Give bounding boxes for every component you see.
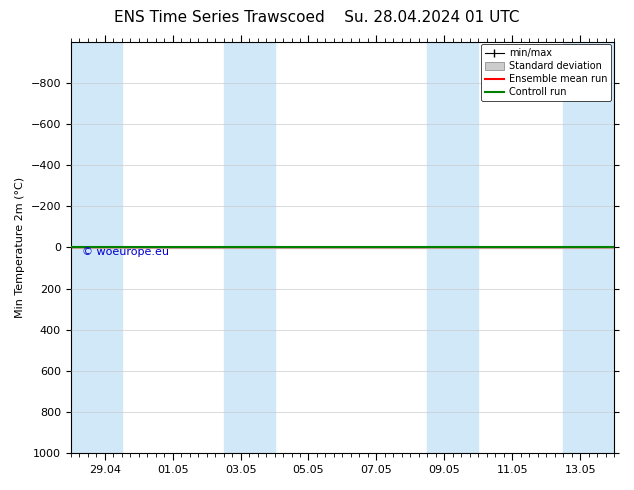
Bar: [427, 42, 478, 453]
Text: © woeurope.eu: © woeurope.eu: [82, 247, 169, 257]
Legend: min/max, Standard deviation, Ensemble mean run, Controll run: min/max, Standard deviation, Ensemble me…: [481, 45, 611, 101]
Bar: [563, 42, 614, 453]
Bar: [71, 42, 122, 453]
Bar: [224, 42, 275, 453]
Y-axis label: Min Temperature 2m (°C): Min Temperature 2m (°C): [15, 177, 25, 318]
Text: ENS Time Series Trawscoed    Su. 28.04.2024 01 UTC: ENS Time Series Trawscoed Su. 28.04.2024…: [114, 10, 520, 25]
